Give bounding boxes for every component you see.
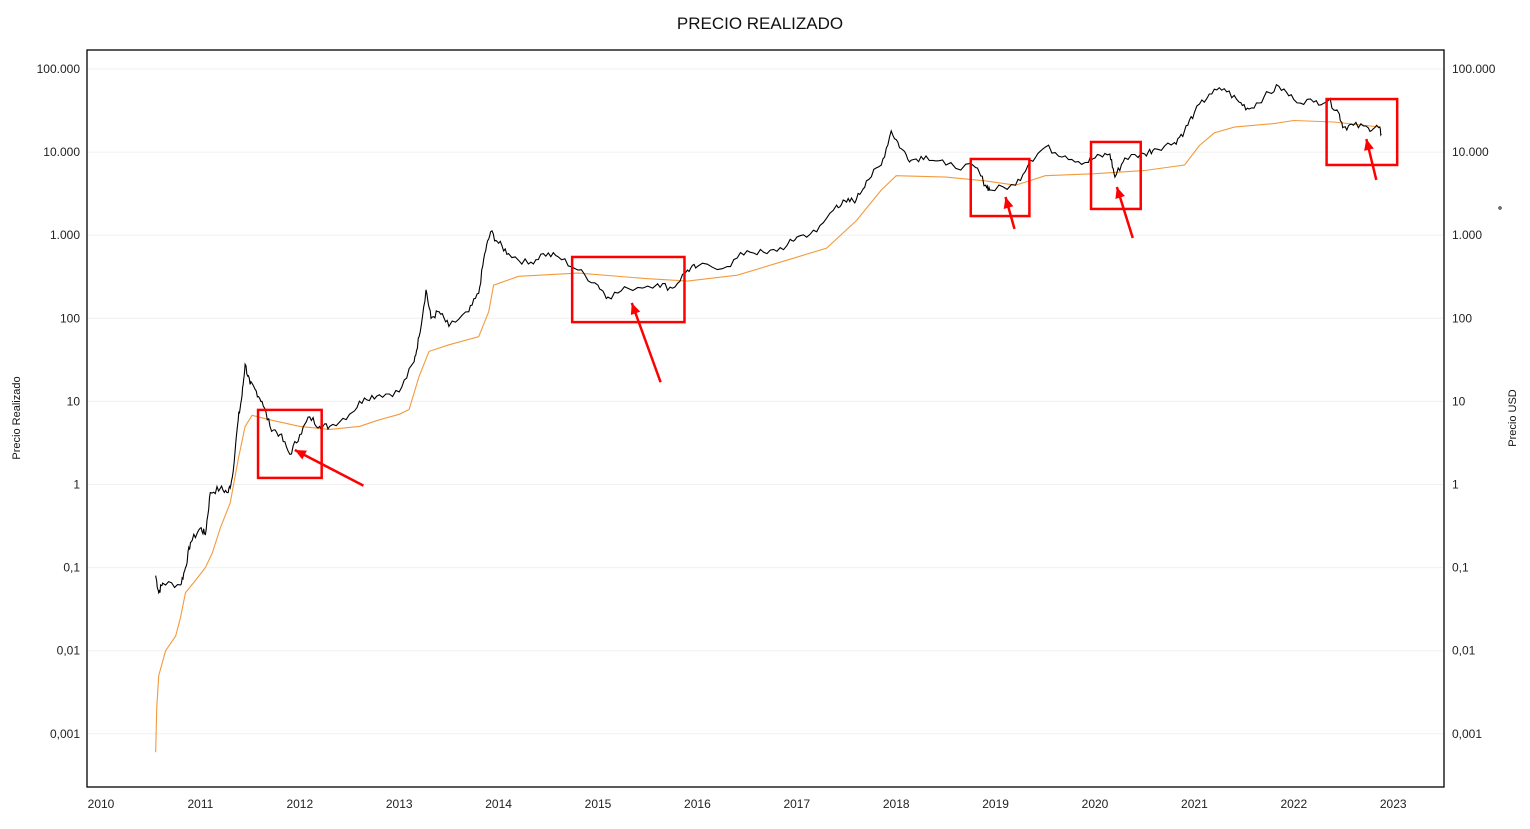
arrow-head (1115, 187, 1125, 200)
y-tick-label-left: 100.000 (37, 62, 81, 76)
arrow-head (294, 450, 307, 460)
arrow-head (1003, 197, 1014, 209)
y-tick-label-right: 10.000 (1452, 145, 1489, 159)
annotation-arrow (1115, 186, 1134, 239)
y-tick-label-left: 0,1 (63, 561, 80, 575)
highlight-box (1325, 97, 1399, 167)
y-tick-label-left: 0,001 (50, 727, 80, 741)
x-tick-label: 2014 (485, 797, 512, 811)
y-tick-label-right: 1 (1452, 478, 1459, 492)
y-tick-label-right: 100.000 (1452, 62, 1496, 76)
y-axis-left-label: Precio Realizado (11, 376, 23, 459)
highlight-box (256, 408, 323, 480)
y-tick-label-left: 10 (67, 394, 81, 408)
stray-marker (1498, 206, 1502, 210)
y-tick-label-right: 1.000 (1452, 228, 1482, 242)
arrow-shaft (294, 448, 364, 487)
y-tick-label-left: 1 (73, 478, 80, 492)
x-tick-label: 2022 (1280, 797, 1307, 811)
x-tick-label: 2021 (1181, 797, 1208, 811)
arrow-head (1364, 138, 1374, 151)
annotation-arrow (630, 302, 662, 383)
y-tick-label-left: 1.000 (50, 228, 80, 242)
x-tick-label: 2015 (585, 797, 612, 811)
x-tick-label: 2020 (1082, 797, 1109, 811)
y-tick-label-left: 100 (60, 311, 80, 325)
arrow-shaft (630, 302, 662, 383)
plot-frame (86, 49, 1445, 788)
y-tick-label-left: 10.000 (43, 145, 80, 159)
x-tick-label: 2023 (1380, 797, 1407, 811)
x-tick-label: 2012 (286, 797, 313, 811)
highlight-box (570, 255, 686, 324)
realized-price-line (155, 119, 1381, 753)
x-tick-label: 2010 (88, 797, 115, 811)
x-tick-label: 2017 (783, 797, 810, 811)
y-axis-right-label: Precio USD (1507, 389, 1519, 447)
x-tick-label: 2013 (386, 797, 413, 811)
y-tick-label-left: 0,01 (57, 644, 81, 658)
highlight-box (1089, 140, 1142, 211)
annotation-arrow (1003, 196, 1016, 230)
x-tick-label: 2016 (684, 797, 711, 811)
price-usd-line (155, 83, 1382, 595)
x-tick-label: 2011 (187, 797, 213, 811)
arrow-head (630, 302, 641, 315)
x-tick-label: 2018 (883, 797, 910, 811)
y-tick-label-right: 0,001 (1452, 727, 1482, 741)
y-tick-label-right: 0,1 (1452, 561, 1469, 575)
y-tick-label-right: 0,01 (1452, 644, 1476, 658)
y-tick-label-right: 10 (1452, 394, 1466, 408)
x-tick-label: 2019 (982, 797, 1009, 811)
chart-title: PRECIO REALIZADO (677, 14, 843, 33)
highlight-box (969, 157, 1031, 218)
annotation-arrow (294, 448, 364, 487)
y-tick-label-right: 100 (1452, 311, 1472, 325)
annotation-arrow (1364, 138, 1378, 181)
